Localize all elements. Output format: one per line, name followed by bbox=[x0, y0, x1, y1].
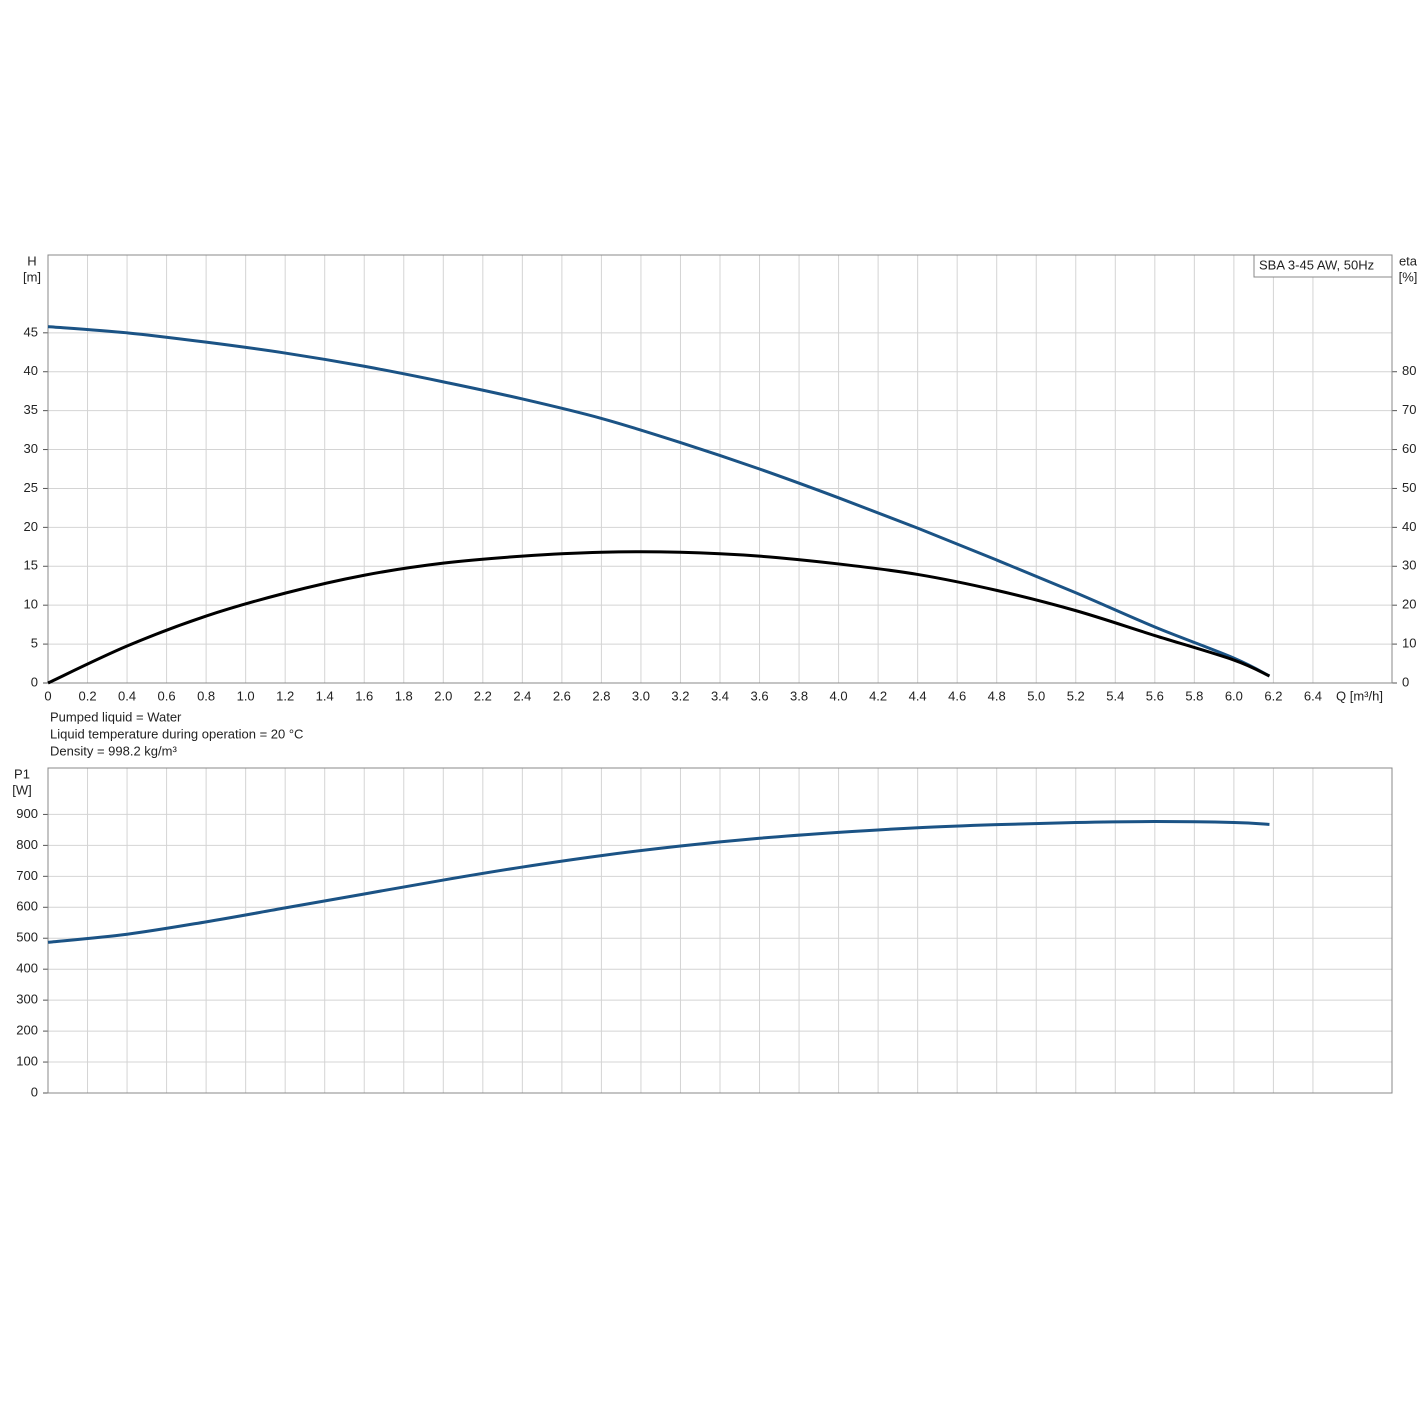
curve bbox=[47, 820, 1270, 944]
y-tick-label: 800 bbox=[16, 837, 38, 852]
x-tick-label: 2.4 bbox=[513, 688, 531, 703]
plot-frame bbox=[47, 254, 1393, 684]
y-tick-label: 0 bbox=[31, 674, 38, 689]
label-text: SBA 3-45 AW, 50Hz bbox=[1259, 257, 1374, 272]
y2-tick-label: 40 bbox=[1402, 519, 1416, 534]
x-tick-label: 5.0 bbox=[1027, 688, 1045, 703]
x-tick-label: 5.8 bbox=[1185, 688, 1203, 703]
y2-axis-label: eta bbox=[1399, 253, 1418, 268]
y-axis-label: H bbox=[27, 253, 36, 268]
y-tick-label: 600 bbox=[16, 899, 38, 914]
x-tick-label: 1.4 bbox=[316, 688, 334, 703]
y-tick-label: 500 bbox=[16, 930, 38, 945]
curve bbox=[47, 325, 1271, 678]
x-tick-label: 0.4 bbox=[118, 688, 136, 703]
y-tick-label: 10 bbox=[24, 597, 38, 612]
y-tick-label: 200 bbox=[16, 1023, 38, 1038]
x-tick-label: 6.2 bbox=[1264, 688, 1282, 703]
x-tick-label: 4.6 bbox=[948, 688, 966, 703]
y-tick-label: 15 bbox=[24, 558, 38, 573]
y-tick-label: 900 bbox=[16, 806, 38, 821]
y-axis-unit: [m] bbox=[23, 269, 41, 284]
y-tick-label: 25 bbox=[24, 480, 38, 495]
x-tick-label: 0.8 bbox=[197, 688, 215, 703]
x-tick-label: 1.6 bbox=[355, 688, 373, 703]
x-axis-label: Q [m³/h] bbox=[1336, 688, 1383, 703]
note: Pumped liquid = Water bbox=[50, 709, 182, 724]
y-tick-label: 300 bbox=[16, 992, 38, 1007]
x-tick-label: 3.4 bbox=[711, 688, 729, 703]
x-tick-label: 3.6 bbox=[750, 688, 768, 703]
y-tick-label: 45 bbox=[24, 324, 38, 339]
x-tick-label: 0.6 bbox=[158, 688, 176, 703]
y2-tick-label: 80 bbox=[1402, 363, 1416, 378]
x-tick-label: 0 bbox=[44, 688, 51, 703]
x-tick-label: 1.8 bbox=[395, 688, 413, 703]
y2-tick-label: 70 bbox=[1402, 402, 1416, 417]
y-axis-unit: [W] bbox=[12, 782, 32, 797]
x-tick-label: 5.4 bbox=[1106, 688, 1124, 703]
y-tick-label: 700 bbox=[16, 868, 38, 883]
y2-axis-unit: [%] bbox=[1399, 269, 1418, 284]
y-tick-label: 20 bbox=[24, 519, 38, 534]
curve bbox=[47, 550, 1271, 685]
x-tick-label: 4.8 bbox=[988, 688, 1006, 703]
y-tick-label: 30 bbox=[24, 441, 38, 456]
note: Density = 998.2 kg/m³ bbox=[50, 743, 177, 758]
y-tick-label: 40 bbox=[24, 363, 38, 378]
y-tick-label: 0 bbox=[31, 1084, 38, 1099]
y2-tick-label: 50 bbox=[1402, 480, 1416, 495]
y2-tick-label: 0 bbox=[1402, 674, 1409, 689]
x-tick-label: 3.0 bbox=[632, 688, 650, 703]
x-tick-label: 1.2 bbox=[276, 688, 294, 703]
y-tick-label: 5 bbox=[31, 636, 38, 651]
x-tick-label: 4.0 bbox=[830, 688, 848, 703]
x-tick-label: 2.0 bbox=[434, 688, 452, 703]
x-tick-label: 3.8 bbox=[790, 688, 808, 703]
label-box bbox=[1253, 254, 1393, 278]
x-tick-label: 4.4 bbox=[909, 688, 927, 703]
y-axis-label: P1 bbox=[14, 766, 30, 781]
x-tick-label: 4.2 bbox=[869, 688, 887, 703]
x-tick-label: 3.2 bbox=[671, 688, 689, 703]
x-tick-label: 2.8 bbox=[592, 688, 610, 703]
y2-tick-label: 30 bbox=[1402, 558, 1416, 573]
plot-frame bbox=[47, 767, 1393, 1094]
y-tick-label: 100 bbox=[16, 1053, 38, 1068]
x-tick-label: 1.0 bbox=[237, 688, 255, 703]
note: Liquid temperature during operation = 20… bbox=[50, 726, 303, 741]
x-tick-label: 2.6 bbox=[553, 688, 571, 703]
x-tick-label: 5.2 bbox=[1067, 688, 1085, 703]
y-tick-label: 400 bbox=[16, 961, 38, 976]
x-tick-label: 6.0 bbox=[1225, 688, 1243, 703]
x-tick-label: 5.6 bbox=[1146, 688, 1164, 703]
y2-tick-label: 10 bbox=[1402, 636, 1416, 651]
y-tick-label: 35 bbox=[24, 402, 38, 417]
y2-tick-label: 60 bbox=[1402, 441, 1416, 456]
y2-tick-label: 20 bbox=[1402, 597, 1416, 612]
x-tick-label: 6.4 bbox=[1304, 688, 1322, 703]
x-tick-label: 2.2 bbox=[474, 688, 492, 703]
x-tick-label: 0.2 bbox=[78, 688, 96, 703]
